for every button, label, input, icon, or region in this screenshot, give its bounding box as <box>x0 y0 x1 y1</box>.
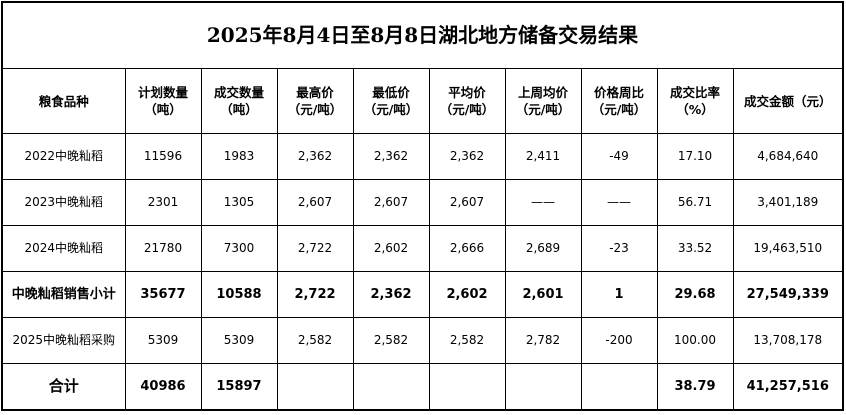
value-cell: 3,401,189 <box>732 179 845 226</box>
value-cell: 2,666 <box>428 225 506 272</box>
value-cell: 11596 <box>124 133 202 180</box>
value-cell: 19,463,510 <box>732 225 845 272</box>
header-cell: 最高价 （元/吨） <box>276 68 354 134</box>
header-cell: 上周均价 （元/吨） <box>504 68 582 134</box>
value-cell: 2,689 <box>504 225 582 272</box>
header-cell: 成交比率（%） <box>656 68 734 134</box>
header-cell: 平均价 （元/吨） <box>428 68 506 134</box>
header-row: 粮食品种 计划数量（吨） 成交数量（吨） 最高价 （元/吨） 最低价 （元/吨） 平… <box>1 68 845 134</box>
value-cell: 4,684,640 <box>732 133 845 180</box>
header-cell: 粮食品种 <box>1 68 126 134</box>
header-cell: 成交金额（元） <box>732 68 845 134</box>
value-cell: 2,722 <box>276 271 354 318</box>
value-cell: 10588 <box>200 271 278 318</box>
subtotal-row: 中晚籼稻销售小计 35677 10588 2,722 2,362 2,602 2,601 1 2… <box>1 271 845 318</box>
value-cell: 2301 <box>124 179 202 226</box>
value-cell: 2,601 <box>504 271 582 318</box>
variety-cell: 中晚籼稻销售小计 <box>1 271 126 318</box>
value-cell: 7300 <box>200 225 278 272</box>
value-cell: -200 <box>580 317 658 364</box>
value-cell <box>276 363 354 411</box>
value-cell: 15897 <box>200 363 278 411</box>
variety-cell: 2022中晚籼稻 <box>1 133 126 180</box>
table-row: 2023中晚籼稻 2301 1305 2,607 2,607 2,607 —— —— 56.71… <box>1 179 845 226</box>
value-cell: 2,362 <box>428 133 506 180</box>
variety-cell: 2025中晚籼稻采购 <box>1 317 126 364</box>
value-cell: 1 <box>580 271 658 318</box>
value-cell: 2,602 <box>428 271 506 318</box>
header-cell: 成交数量（吨） <box>200 68 278 134</box>
value-cell: 2,607 <box>352 179 430 226</box>
variety-cell: 2024中晚籼稻 <box>1 225 126 272</box>
value-cell: 29.68 <box>656 271 734 318</box>
header-cell: 最低价 （元/吨） <box>352 68 430 134</box>
value-cell: 56.71 <box>656 179 734 226</box>
value-cell <box>428 363 506 411</box>
value-cell: 2,722 <box>276 225 354 272</box>
header-cell: 计划数量（吨） <box>124 68 202 134</box>
value-cell: 2,582 <box>276 317 354 364</box>
variety-cell: 2023中晚籼稻 <box>1 179 126 226</box>
value-cell <box>504 363 582 411</box>
value-cell: 2,362 <box>352 133 430 180</box>
value-cell <box>580 363 658 411</box>
value-cell: 2,582 <box>352 317 430 364</box>
value-cell: 17.10 <box>656 133 734 180</box>
value-cell: 27,549,339 <box>732 271 845 318</box>
value-cell: 2,362 <box>352 271 430 318</box>
value-cell: -23 <box>580 225 658 272</box>
value-cell: 2,411 <box>504 133 582 180</box>
value-cell: 40986 <box>124 363 202 411</box>
value-cell: 33.52 <box>656 225 734 272</box>
table-title: 2025年8月4日至8月8日湖北地方储备交易结果 <box>0 1 845 69</box>
value-cell: 38.79 <box>656 363 734 411</box>
value-cell: 41,257,516 <box>732 363 845 411</box>
header-cell: 价格周比 （元/吨） <box>580 68 658 134</box>
value-cell: -49 <box>580 133 658 180</box>
variety-cell: 合计 <box>1 363 126 411</box>
table-row: 2022中晚籼稻 11596 1983 2,362 2,362 2,362 2,411 -49… <box>1 133 845 180</box>
value-cell: 5309 <box>124 317 202 364</box>
value-cell: 2,607 <box>428 179 506 226</box>
value-cell <box>352 363 430 411</box>
value-cell: 5309 <box>200 317 278 364</box>
value-cell: —— <box>580 179 658 226</box>
value-cell: 21780 <box>124 225 202 272</box>
value-cell: 1305 <box>200 179 278 226</box>
table-row: 2025中晚籼稻采购 5309 5309 2,582 2,582 2,582 2,782 -2… <box>1 317 845 364</box>
value-cell: 2,362 <box>276 133 354 180</box>
table-row: 2024中晚籼稻 21780 7300 2,722 2,602 2,666 2,689 -23… <box>1 225 845 272</box>
value-cell: 2,782 <box>504 317 582 364</box>
value-cell: 13,708,178 <box>732 317 845 364</box>
value-cell: 2,582 <box>428 317 506 364</box>
value-cell: 100.00 <box>656 317 734 364</box>
value-cell: —— <box>504 179 582 226</box>
total-row: 合计 40986 15897 38.79 41,257,516 <box>1 363 845 411</box>
value-cell: 2,602 <box>352 225 430 272</box>
value-cell: 1983 <box>200 133 278 180</box>
value-cell: 35677 <box>124 271 202 318</box>
value-cell: 2,607 <box>276 179 354 226</box>
